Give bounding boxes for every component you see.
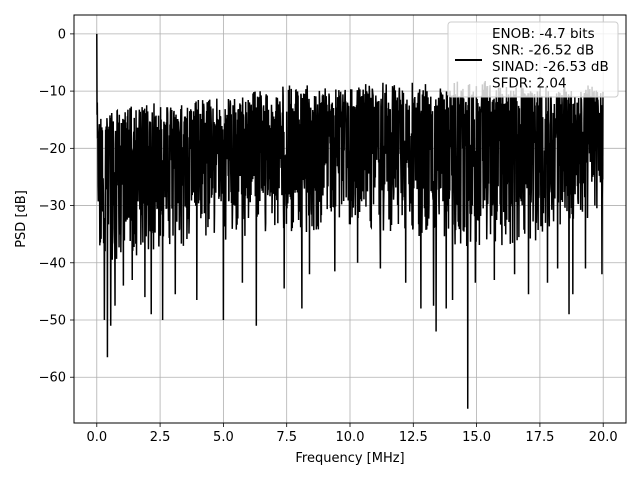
x-tick-label: 17.5	[525, 430, 554, 445]
y-tick-label: −50	[39, 313, 66, 328]
y-tick-label: −40	[39, 256, 66, 271]
legend-entry-snr: SNR: -26.52 dB	[492, 43, 594, 59]
x-tick-label: 10.0	[336, 430, 365, 445]
y-tick-label: 0	[58, 27, 66, 42]
tick-layer: 0.0 2.5 5.0 7.5 10.0 12.5 15.0 17.5 20.0 0 −10 −20 −…	[39, 27, 618, 445]
x-tick-label: 15.0	[462, 430, 491, 445]
line-layer	[96, 33, 604, 409]
x-tick-label: 20.0	[589, 430, 618, 445]
y-tick-label: −10	[39, 85, 66, 100]
y-tick-label: −20	[39, 142, 66, 157]
legend: ENOB: -4.7 bits SNR: -26.52 dB SINAD: -2…	[447, 21, 619, 98]
x-tick-label: 2.5	[150, 430, 171, 445]
y-axis-label: PSD [dB]	[14, 190, 29, 248]
legend-box	[447, 21, 619, 98]
legend-entry-sfdr: SFDR: 2.04	[492, 76, 567, 92]
x-tick-label: 12.5	[399, 430, 428, 445]
y-tick-label: −30	[39, 199, 66, 214]
legend-entry-enob: ENOB: -4.7 bits	[492, 26, 595, 42]
legend-entry-sinad: SINAD: -26.53 dB	[492, 59, 609, 75]
y-tick-label: −60	[39, 371, 66, 386]
x-tick-label: 7.5	[276, 430, 297, 445]
psd-series-line	[96, 33, 604, 409]
x-tick-label: 0.0	[86, 430, 107, 445]
x-tick-label: 5.0	[213, 430, 234, 445]
x-axis-label: Frequency [MHz]	[295, 451, 404, 466]
